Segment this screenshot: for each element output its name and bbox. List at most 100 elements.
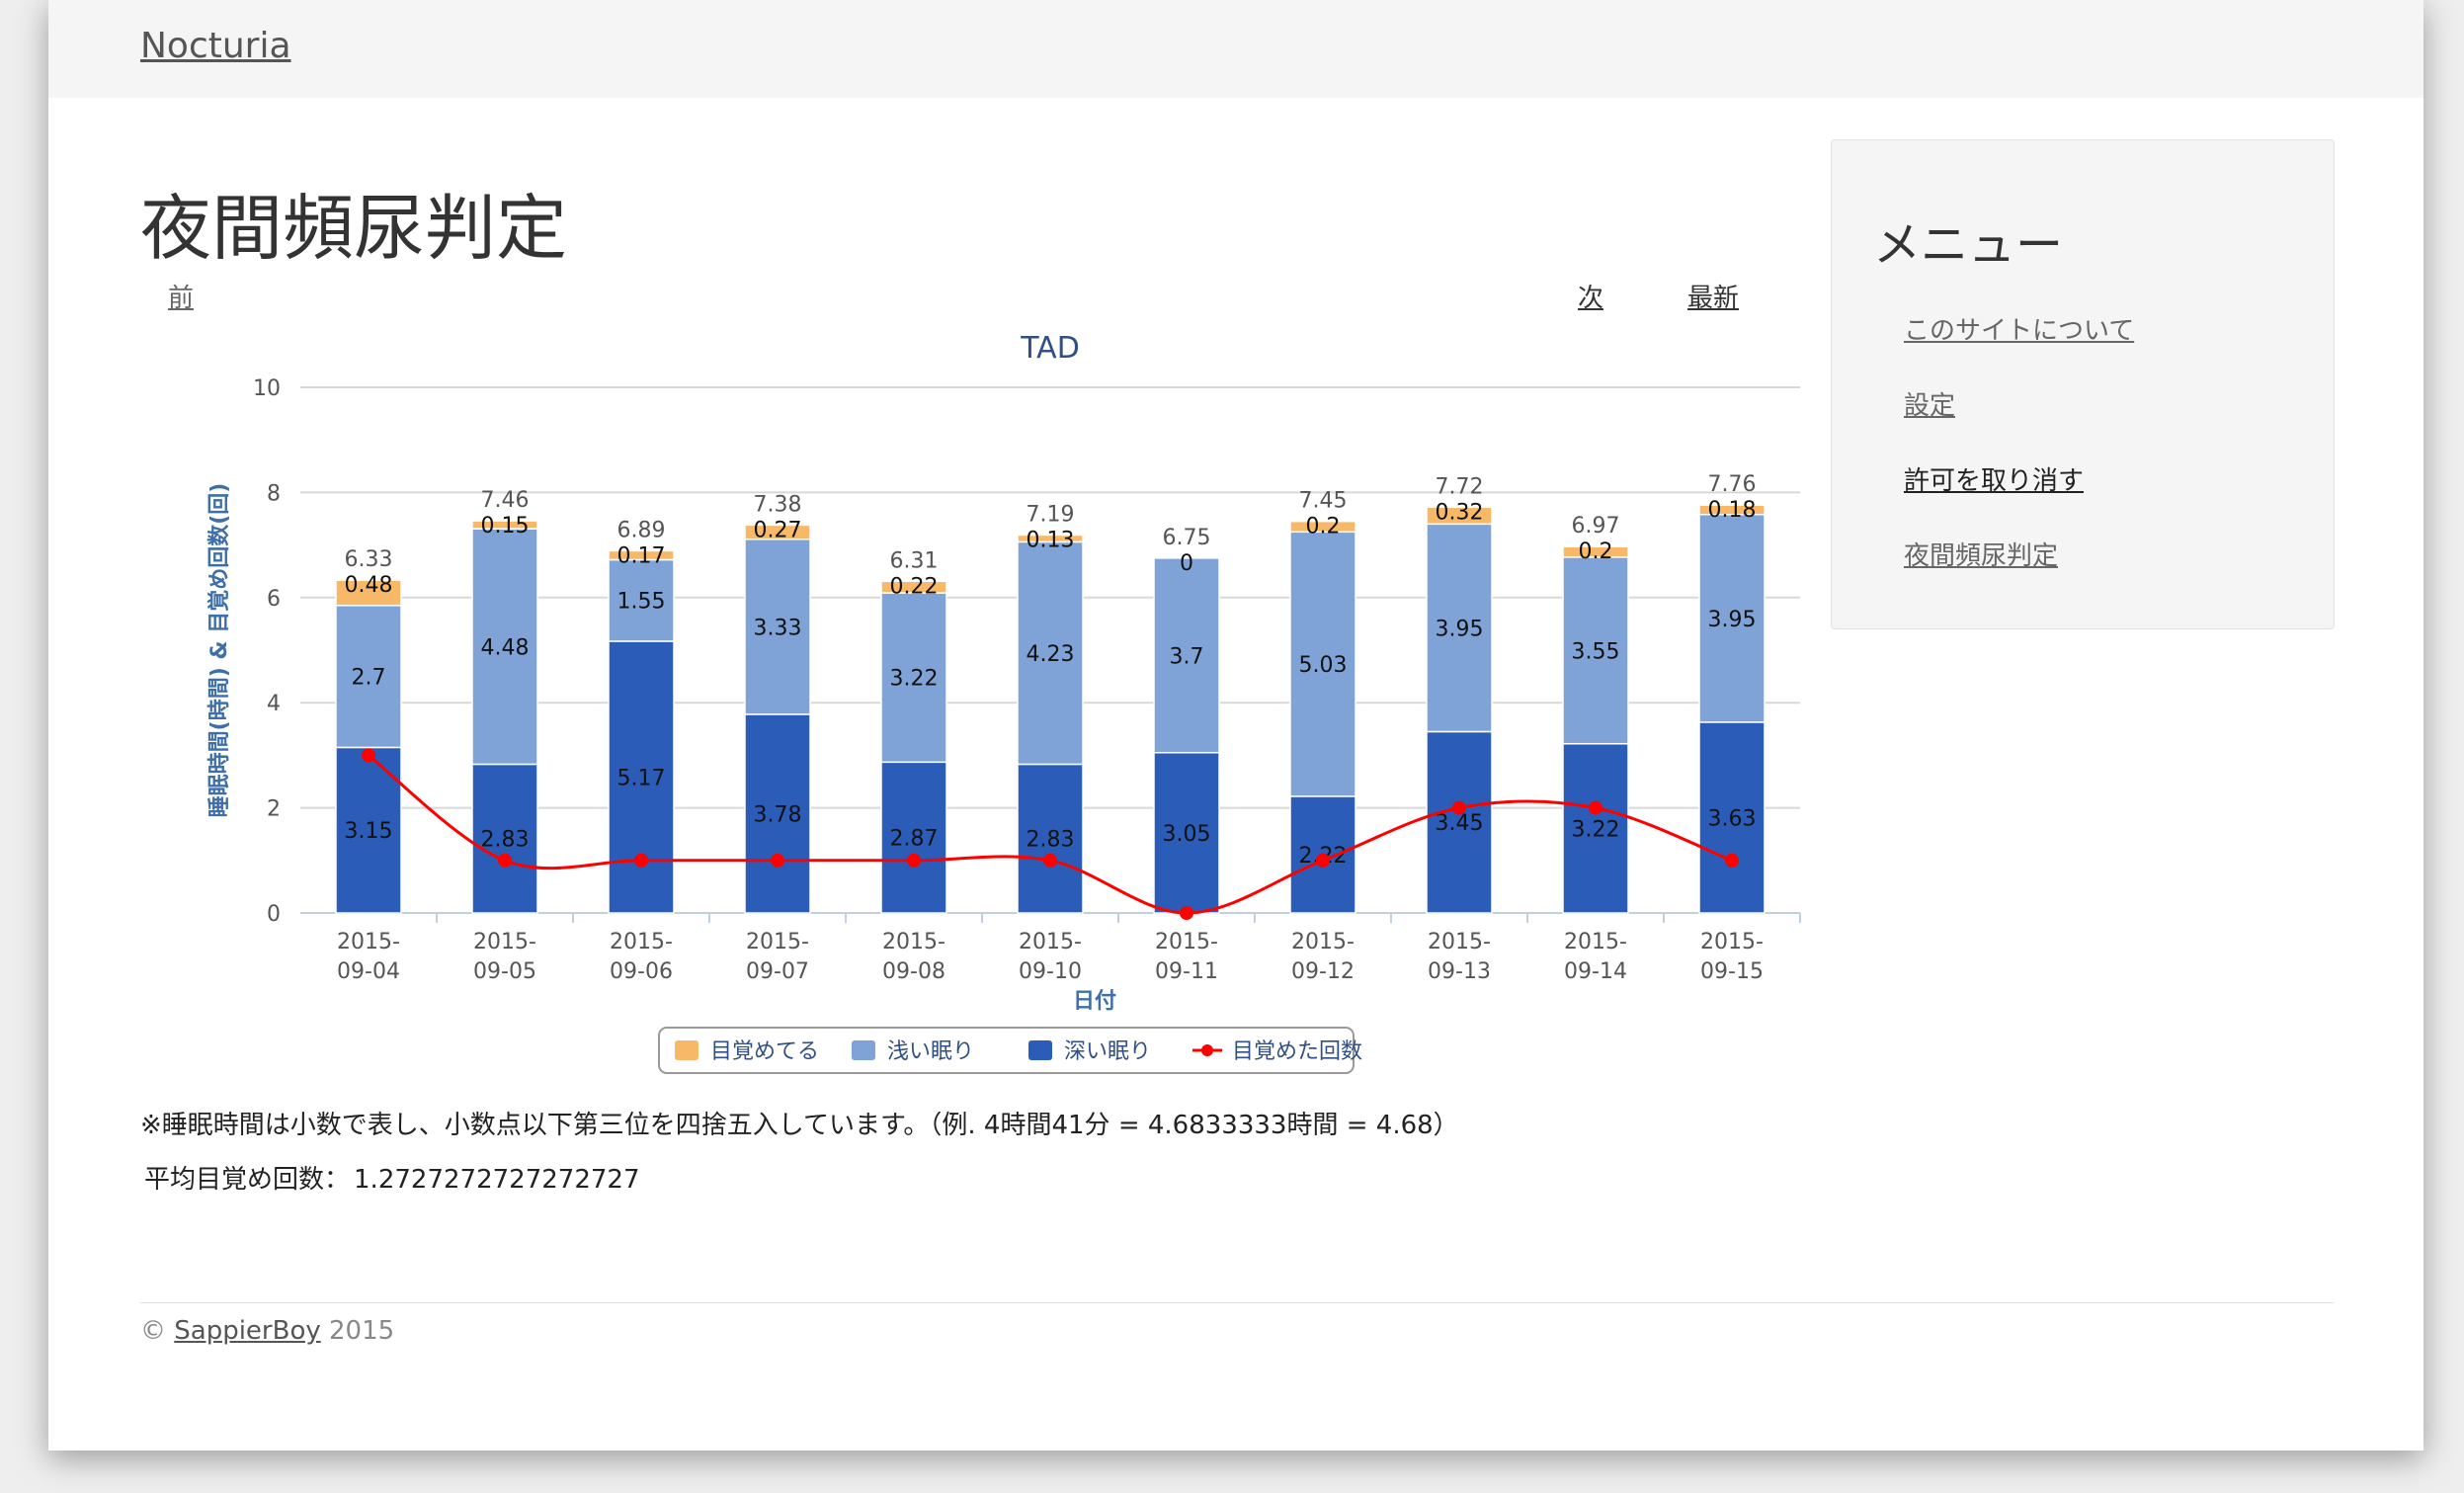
legend-label: 目覚めた回数 (1232, 1039, 1362, 1064)
total-label: 6.33 (345, 547, 393, 572)
wake-count-point (1452, 801, 1466, 815)
data-label-light: 4.48 (481, 635, 530, 660)
x-tick-label: 09-11 (1155, 959, 1218, 984)
data-label-awake: 0.13 (1027, 528, 1075, 552)
y-tick-label: 6 (267, 587, 281, 612)
total-label: 7.76 (1708, 472, 1757, 497)
data-label-light: 5.03 (1299, 653, 1348, 678)
legend-marker (1201, 1044, 1213, 1056)
legend-label: 浅い眠り (887, 1039, 974, 1064)
wake-count-point (1725, 854, 1739, 868)
legend-swatch (852, 1040, 875, 1060)
average-label: 平均目覚め回数： (144, 1165, 350, 1195)
x-tick-label: 2015- (746, 930, 809, 954)
menu-item-revoke[interactable]: 許可を取り消す (1904, 460, 2084, 497)
data-label-deep: 3.15 (345, 819, 393, 844)
wake-count-point (498, 854, 512, 868)
wake-count-point (362, 748, 375, 762)
x-tick-label: 2015- (882, 930, 945, 954)
x-tick-label: 2015- (1700, 930, 1764, 954)
total-label: 6.75 (1163, 526, 1211, 550)
data-label-awake: 0.48 (345, 573, 393, 598)
navbar: Nocturia (48, 0, 2423, 98)
data-label-light: 3.33 (754, 616, 802, 640)
total-label: 6.31 (890, 548, 939, 573)
data-label-awake: 0.2 (1306, 515, 1341, 539)
legend-swatch (1028, 1040, 1052, 1060)
x-tick-label: 2015- (610, 930, 673, 954)
data-label-awake: 0.17 (617, 543, 666, 568)
next-link[interactable]: 次 (1578, 278, 1603, 314)
data-label-awake: 0.15 (481, 514, 530, 539)
data-label-deep: 3.78 (754, 802, 802, 827)
sidebar-menu: メニュー このサイトについて 設定 許可を取り消す 夜間頻尿判定 (1831, 139, 2335, 629)
wake-count-point (1043, 854, 1057, 868)
legend-label: 深い眠り (1064, 1039, 1151, 1064)
footer-divider (140, 1302, 2334, 1303)
data-label-deep: 3.63 (1708, 806, 1757, 831)
legend-swatch (675, 1040, 698, 1060)
menu-item-nocturia[interactable]: 夜間頻尿判定 (1904, 536, 2058, 572)
data-label-awake: 0.22 (890, 574, 939, 599)
x-tick-label: 09-08 (882, 959, 945, 984)
x-tick-label: 09-14 (1564, 959, 1627, 984)
wake-count-point (1589, 801, 1602, 815)
data-label-awake: 0.27 (754, 518, 802, 542)
author-link[interactable]: SappierBoy (174, 1316, 320, 1346)
data-label-light: 3.95 (1708, 608, 1757, 632)
y-axis-label: 睡眠時間(時間) & 目覚め回数(回) (206, 483, 232, 818)
x-tick-label: 09-05 (473, 959, 536, 984)
wake-count-point (1316, 854, 1330, 868)
footer-year: 2015 (329, 1316, 394, 1346)
chart-svg: TAD0246810睡眠時間(時間) & 目覚め回数(回)3.152.70.48… (165, 316, 1825, 1077)
chart-title: TAD (1020, 331, 1080, 366)
total-label: 7.19 (1027, 502, 1075, 527)
menu-item-settings[interactable]: 設定 (1904, 385, 1955, 422)
data-label-light: 3.55 (1572, 639, 1620, 664)
data-label-light: 1.55 (617, 590, 666, 615)
x-tick-label: 09-15 (1700, 959, 1764, 984)
legend-label: 目覚めてる (710, 1039, 819, 1064)
data-label-light: 4.23 (1027, 642, 1075, 667)
data-label-deep: 2.83 (481, 828, 530, 853)
data-label-deep: 5.17 (617, 766, 666, 790)
wake-count-point (1180, 906, 1193, 920)
data-label-deep: 3.45 (1436, 811, 1484, 836)
latest-link[interactable]: 最新 (1687, 278, 1739, 314)
total-label: 7.38 (754, 492, 802, 517)
y-tick-label: 8 (267, 481, 281, 506)
data-label-awake: 0.18 (1708, 498, 1757, 523)
total-label: 7.46 (481, 488, 530, 513)
x-tick-label: 09-13 (1428, 959, 1491, 984)
total-label: 6.97 (1572, 514, 1620, 539)
x-axis-label: 日付 (1073, 989, 1116, 1014)
data-label-light: 3.22 (890, 667, 939, 692)
total-label: 7.72 (1436, 474, 1484, 499)
y-tick-label: 10 (253, 376, 281, 401)
data-label-awake: 0.2 (1579, 539, 1613, 564)
data-label-deep: 2.83 (1027, 828, 1075, 853)
data-label-deep: 2.87 (890, 827, 939, 852)
wake-count-point (771, 854, 784, 868)
data-label-light: 2.7 (352, 666, 386, 691)
x-tick-label: 2015- (337, 930, 400, 954)
data-label-light: 3.7 (1170, 644, 1204, 669)
brand-link[interactable]: Nocturia (140, 26, 291, 66)
total-label: 6.89 (617, 518, 666, 542)
y-tick-label: 4 (267, 692, 281, 716)
x-tick-label: 2015- (1019, 930, 1082, 954)
x-tick-label: 2015- (1428, 930, 1491, 954)
copyright-symbol: © (140, 1316, 166, 1346)
wake-count-point (907, 854, 921, 868)
sleep-note: ※睡眠時間は小数で表し、小数点以下第三位を四捨五入しています。（例. 4時間41… (140, 1105, 1459, 1141)
data-label-light: 3.95 (1436, 617, 1484, 641)
data-label-deep: 3.22 (1572, 817, 1620, 842)
sleep-chart: TAD 0 2 4 6 8 10 睡眠時間(時間) & 目覚め回数(回) 3.15 2.7 0.48… (165, 316, 1825, 1077)
menu-item-about[interactable]: このサイトについて (1904, 310, 2134, 347)
x-tick-label: 2015- (1155, 930, 1218, 954)
average-wake-count: 平均目覚め回数： 1.2727272727272727 (140, 1159, 640, 1196)
x-tick-label: 09-06 (610, 959, 673, 984)
data-label-awake: 0 (1180, 551, 1193, 576)
x-tick-label: 2015- (473, 930, 536, 954)
prev-link[interactable]: 前 (168, 278, 194, 314)
